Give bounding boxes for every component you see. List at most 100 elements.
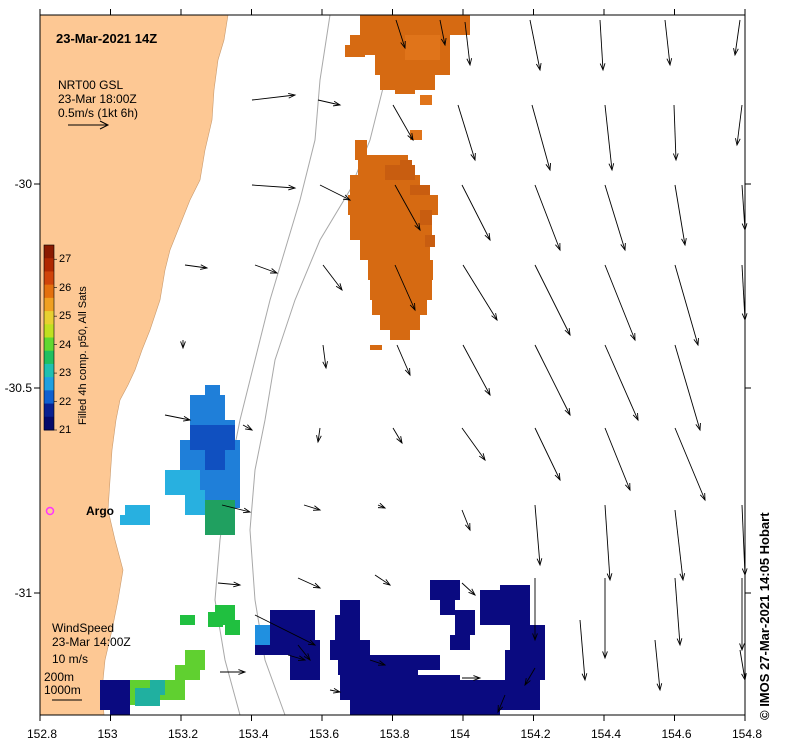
current-arrow xyxy=(674,264,699,347)
current-arrow xyxy=(395,19,406,50)
sst-cell xyxy=(395,88,415,94)
sst-cell xyxy=(368,260,433,280)
colorbar-label: Filled 4h comp. p50, All Sats xyxy=(77,286,89,425)
current-arrow xyxy=(524,667,536,687)
current-arrow xyxy=(462,264,498,322)
sst-cell xyxy=(450,635,470,650)
colorbar-tick-label: 25 xyxy=(59,310,72,323)
wind-legend-title: WindSpeed xyxy=(52,621,115,635)
current-arrow xyxy=(664,19,673,67)
current-arrows xyxy=(164,19,748,714)
current-arrow xyxy=(464,21,473,67)
current-arrow xyxy=(672,104,679,162)
sst-cell xyxy=(185,490,205,515)
colorbar-swatch xyxy=(44,297,54,312)
current-arrow xyxy=(674,509,686,582)
current-arrow xyxy=(534,184,561,252)
contour-200m xyxy=(214,14,331,716)
legend-arrow xyxy=(68,120,110,130)
current-arrow xyxy=(392,104,414,142)
current-arrow xyxy=(462,675,482,681)
x-tick-label: 153.6 xyxy=(309,727,340,741)
colorbar-tick-label: 21 xyxy=(59,424,72,436)
current-legend-source: NRT00 GSL xyxy=(58,78,124,92)
current-arrow xyxy=(251,92,297,101)
sst-cell xyxy=(405,35,440,60)
sst-cell xyxy=(370,280,432,300)
y-tick-label: -30.5 xyxy=(4,381,32,395)
sst-cell xyxy=(385,165,415,180)
x-tick-label: 154 xyxy=(450,727,471,741)
y-tick-label: -31 xyxy=(14,586,32,600)
colorbar-swatch xyxy=(44,324,54,338)
sst-cell xyxy=(415,655,440,670)
sst-cell xyxy=(425,235,435,247)
sst-cell xyxy=(500,585,530,605)
sst-cell xyxy=(205,385,220,400)
sst-cell xyxy=(360,15,470,35)
sst-cell xyxy=(390,330,410,340)
colorbar-swatch xyxy=(44,245,54,259)
current-arrow xyxy=(217,581,242,588)
colorbar-swatch xyxy=(44,350,54,365)
sst-cell xyxy=(160,680,185,700)
current-arrow xyxy=(674,577,683,647)
x-tick-label: 154.2 xyxy=(520,727,551,741)
argo-marker xyxy=(45,506,55,516)
sst-cell xyxy=(420,95,432,105)
current-legend-scale: 0.5m/s (1kt 6h) xyxy=(58,106,139,120)
colorbar-tick-label: 22 xyxy=(59,395,72,408)
current-arrow xyxy=(184,264,209,270)
x-tick-label: 153.8 xyxy=(379,727,410,741)
current-arrow xyxy=(461,582,476,596)
depth-legend-200m: 200m xyxy=(44,670,75,684)
sst-cell xyxy=(208,612,223,627)
colorbar-swatch xyxy=(44,416,54,431)
current-arrow xyxy=(317,99,342,107)
sst-cell xyxy=(380,75,435,90)
sst-cell xyxy=(360,240,430,260)
current-arrow xyxy=(604,504,613,582)
current-arrow xyxy=(377,502,387,509)
sst-cell xyxy=(180,615,195,625)
current-arrow xyxy=(461,427,486,462)
current-arrow xyxy=(461,509,471,532)
current-arrow xyxy=(287,654,307,661)
x-tick-label: 153 xyxy=(97,727,118,741)
sst-cell xyxy=(505,650,545,680)
land-mass xyxy=(39,14,229,716)
current-arrow xyxy=(654,639,663,692)
colorbar-frame xyxy=(43,244,55,431)
colorbar-swatch xyxy=(44,311,54,325)
axis-ticks xyxy=(34,9,751,721)
current-arrow xyxy=(394,184,421,232)
colorbar-swatch xyxy=(44,284,54,299)
x-tick-label: 152.8 xyxy=(27,727,58,741)
colorbar-swatch xyxy=(44,390,54,405)
current-arrow xyxy=(303,504,322,511)
sst-cell xyxy=(380,315,420,330)
current-arrow xyxy=(297,577,322,589)
current-arrow xyxy=(374,574,392,586)
sst-cell xyxy=(255,625,270,645)
current-arrow xyxy=(674,344,701,432)
current-arrow xyxy=(439,19,447,47)
current-arrow xyxy=(254,264,279,274)
colorbar-swatch xyxy=(44,337,54,352)
current-arrow xyxy=(461,184,491,242)
colorbar-tick-label: 27 xyxy=(59,253,72,266)
current-arrow xyxy=(602,578,608,660)
sst-cell xyxy=(455,610,475,635)
current-arrow xyxy=(604,344,639,422)
x-tick-label: 154.8 xyxy=(732,727,763,741)
sst-cell xyxy=(420,210,432,225)
sst-cell xyxy=(120,515,140,525)
colorbar xyxy=(43,244,57,431)
current-arrow xyxy=(579,619,588,682)
colorbar-swatch xyxy=(44,377,54,391)
current-arrow xyxy=(220,669,247,675)
wind-legend-time: 23-Mar 14:00Z xyxy=(52,635,131,649)
depth-legend-1000m: 1000m xyxy=(44,683,81,697)
current-arrow xyxy=(734,104,743,147)
